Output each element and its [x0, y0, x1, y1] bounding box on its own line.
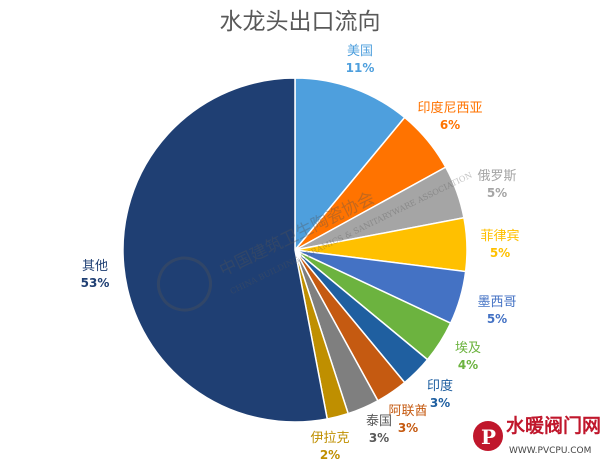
- slice-label: 印度尼西亚: [417, 100, 482, 116]
- pie-slice: [294, 77, 406, 253]
- watermark-seal-icon: [156, 256, 212, 312]
- slice-value-label: 5%: [490, 246, 510, 260]
- logo-text: 水暖阀门网: [506, 414, 600, 437]
- slice-label: 菲律宾: [480, 228, 519, 244]
- slice-label: 美国: [347, 44, 373, 59]
- slice-value-label: 2%: [320, 448, 340, 462]
- logo-url: WWW.PVCPU.COM: [509, 446, 591, 456]
- slice-label: 其他: [82, 259, 108, 274]
- slice-value-label: 6%: [440, 118, 460, 132]
- slice-label: 墨西哥: [477, 295, 516, 310]
- slice-label: 阿联酋: [388, 403, 427, 419]
- slice-label: 埃及: [455, 341, 481, 356]
- slice-value-label: 4%: [458, 358, 478, 372]
- slice-value-label: 53%: [81, 276, 110, 290]
- logo-mark-icon: [473, 421, 503, 451]
- slice-label: 俄罗斯: [477, 169, 516, 184]
- slice-label: 印度: [427, 378, 453, 394]
- slice-value-label: 5%: [487, 186, 507, 200]
- slice-label: 泰国: [366, 414, 392, 429]
- slice-label: 伊拉克: [310, 431, 349, 446]
- site-logo: P 水暖阀门网 WWW.PVCPU.COM: [473, 414, 600, 456]
- slice-value-label: 3%: [430, 396, 450, 410]
- slice-value-label: 11%: [346, 61, 375, 75]
- slice-value-label: 3%: [398, 421, 418, 435]
- slice-value-label: 5%: [487, 312, 507, 326]
- slice-value-label: 3%: [369, 431, 389, 445]
- pie-slice: [122, 77, 329, 423]
- chart-title: 水龙头出口流向: [219, 9, 381, 35]
- svg-text:P: P: [481, 425, 496, 449]
